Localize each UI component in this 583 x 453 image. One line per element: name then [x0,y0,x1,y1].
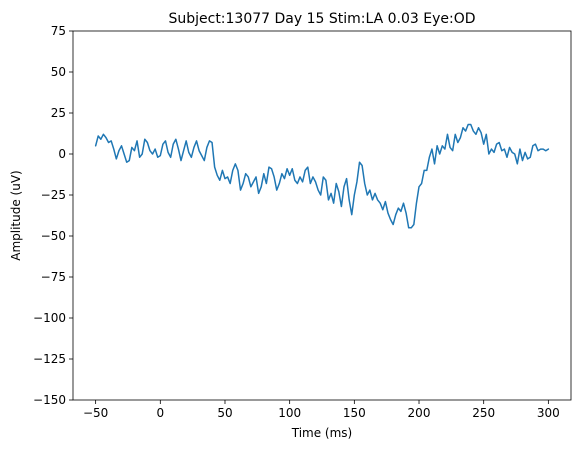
x-tick-label: 150 [343,406,366,420]
y-tick-label: −125 [33,352,66,366]
y-tick-label: −25 [41,188,66,202]
y-axis: −150 −125 −100 −75 −50 −25 0 25 50 75 [33,24,73,407]
x-tick-label: −50 [83,406,108,420]
x-axis-label: Time (ms) [291,426,353,440]
x-tick-label: 0 [156,406,164,420]
y-tick-label: 0 [58,147,66,161]
y-tick-label: −100 [33,311,66,325]
axes-frame [72,30,572,401]
y-axis-label: Amplitude (uV) [9,170,23,261]
series-line [94,123,550,229]
x-axis: −50 0 50 100 150 200 250 300 [83,400,560,420]
y-tick-label: −50 [41,229,66,243]
x-tick-label: 50 [217,406,232,420]
y-tick-label: −75 [41,270,66,284]
y-tick-label: −150 [33,393,66,407]
y-tick-label: 50 [51,65,66,79]
y-tick-label: 75 [51,24,66,38]
y-tick-label: 25 [51,106,66,120]
x-tick-label: 200 [408,406,431,420]
x-tick-label: 300 [537,406,560,420]
x-tick-label: 250 [472,406,495,420]
plot-area [72,30,572,401]
x-tick-label: 100 [278,406,301,420]
chart-title: Subject:13077 Day 15 Stim:LA 0.03 Eye:OD [168,11,475,27]
